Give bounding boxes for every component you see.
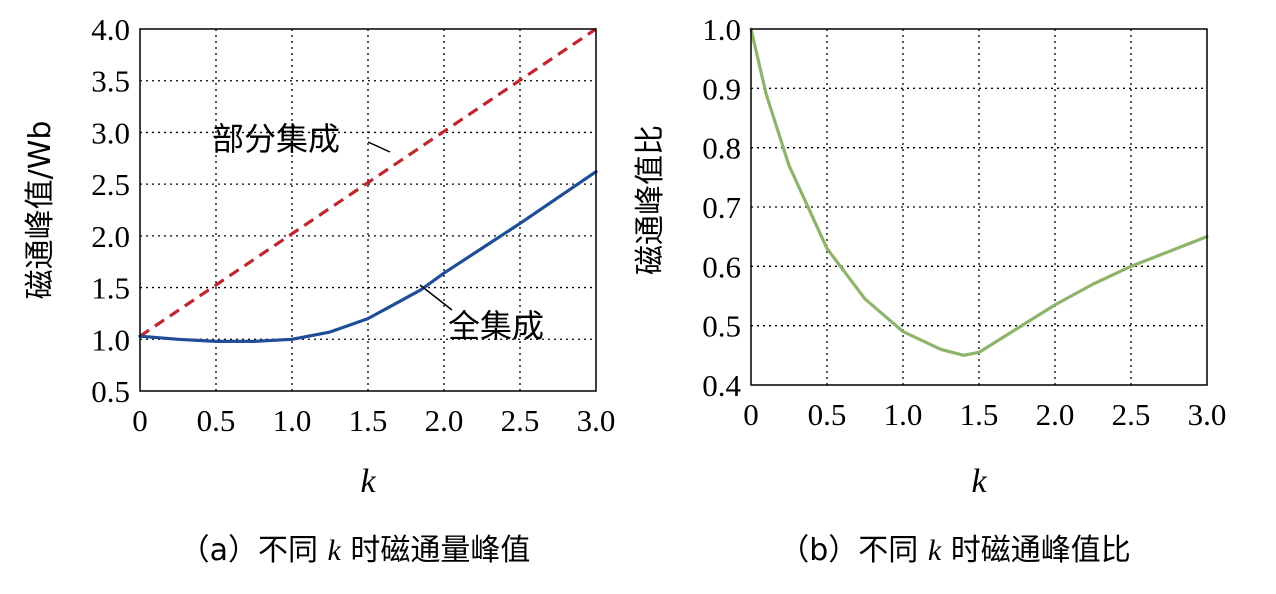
x-tick-label-a-2: 1.0 bbox=[273, 403, 312, 438]
panel-a-caption: （a）不同 k 时磁通量峰值 bbox=[180, 533, 531, 568]
panel-b-y-axis-label: 磁通峰值比 bbox=[633, 125, 668, 275]
y-tick-label-b-5: 0.9 bbox=[702, 71, 741, 106]
x-tick-label-b-4: 2.0 bbox=[1036, 397, 1075, 432]
panel-a-caption-k: k bbox=[328, 534, 342, 567]
y-tick-label-b-0: 0.4 bbox=[702, 368, 741, 403]
y-tick-label-b-2: 0.6 bbox=[702, 249, 741, 284]
x-tick-label-a-5: 2.5 bbox=[501, 403, 540, 438]
panel-b-x-ticks: 0 0.5 1.0 1.5 2.0 2.5 3.0 bbox=[743, 397, 1226, 432]
y-tick-label-a-2: 1.5 bbox=[91, 271, 130, 306]
annotation-leader-partial bbox=[367, 141, 391, 153]
x-tick-label-b-5: 2.5 bbox=[1112, 397, 1151, 432]
x-tick-label-b-1: 0.5 bbox=[808, 397, 847, 432]
series-line-a-1 bbox=[138, 170, 598, 343]
panel-b-y-ticks: 0.4 0.5 0.6 0.7 0.8 0.9 1.0 bbox=[702, 12, 741, 403]
panel-a-caption-suffix: 时磁通量峰值 bbox=[341, 533, 531, 568]
panel-b-caption-k: k bbox=[928, 534, 942, 567]
x-tick-label-b-0: 0 bbox=[743, 397, 759, 432]
y-tick-label-a-6: 3.5 bbox=[91, 64, 130, 99]
annotation-partial-integration: 部分集成 bbox=[212, 120, 340, 158]
panel-b-caption-suffix: 时磁通峰值比 bbox=[941, 533, 1131, 568]
series-line-a-0 bbox=[139, 27, 597, 338]
y-tick-label-b-6: 1.0 bbox=[702, 12, 741, 47]
x-tick-label-a-4: 2.0 bbox=[425, 403, 464, 438]
panel-b-frame bbox=[750, 28, 1208, 386]
x-tick-label-a-3: 1.5 bbox=[349, 403, 388, 438]
panel-a-chart: 0 0.5 1.0 1.5 2.0 2.5 3.0 0.51.01.52.02.53.03.… bbox=[23, 12, 615, 568]
x-tick-label-a-6: 3.0 bbox=[577, 403, 616, 438]
panel-a-frame bbox=[139, 28, 597, 392]
y-tick-label-a-7: 4.0 bbox=[91, 12, 130, 47]
series-line-b-0 bbox=[749, 27, 1209, 357]
y-tick-label-a-0: 0.5 bbox=[91, 374, 130, 409]
panel-a-x-ticks: 0 0.5 1.0 1.5 2.0 2.5 3.0 bbox=[132, 403, 615, 438]
panel-b-caption-prefix: （b）不同 bbox=[779, 533, 928, 568]
x-tick-label-b-2: 1.0 bbox=[884, 397, 923, 432]
panel-b-x-axis-label: k bbox=[971, 463, 987, 500]
annotation-leader-full bbox=[419, 284, 453, 311]
y-tick-label-a-3: 2.0 bbox=[91, 219, 130, 254]
y-tick-label-b-1: 0.5 bbox=[702, 309, 741, 344]
y-tick-label-b-4: 0.8 bbox=[702, 131, 741, 166]
y-tick-label-a-1: 1.0 bbox=[91, 322, 130, 357]
panel-b-series bbox=[749, 27, 1209, 357]
x-tick-label-b-6: 3.0 bbox=[1188, 397, 1227, 432]
panel-a-y-ticks: 0.5 1.0 1.5 2.0 2.5 3.0 3.5 4.0 bbox=[91, 12, 130, 409]
panel-b-chart: 0 0.5 1.0 1.5 2.0 2.5 3.0 0.4 0.5 0.6 0.7 0.8 0.9 1.… bbox=[633, 12, 1226, 568]
annotation-full-integration: 全集成 bbox=[448, 307, 544, 345]
x-tick-label-a-1: 0.5 bbox=[197, 403, 236, 438]
panel-a-caption-prefix: （a）不同 bbox=[180, 533, 328, 568]
panel-b-caption: （b）不同 k 时磁通峰值比 bbox=[779, 533, 1130, 568]
x-tick-label-b-3: 1.5 bbox=[960, 397, 999, 432]
y-tick-label-b-3: 0.7 bbox=[702, 190, 741, 225]
panel-b-grid bbox=[751, 29, 1207, 385]
y-tick-label-a-5: 3.0 bbox=[91, 115, 130, 150]
panel-a-y-axis-label: 磁通峰值/Wb bbox=[23, 121, 58, 300]
panel-a-series bbox=[138, 27, 598, 343]
x-tick-label-a-0: 0 bbox=[132, 403, 148, 438]
panel-a-x-axis-label: k bbox=[360, 463, 376, 500]
y-tick-label-a-4: 2.5 bbox=[91, 167, 130, 202]
